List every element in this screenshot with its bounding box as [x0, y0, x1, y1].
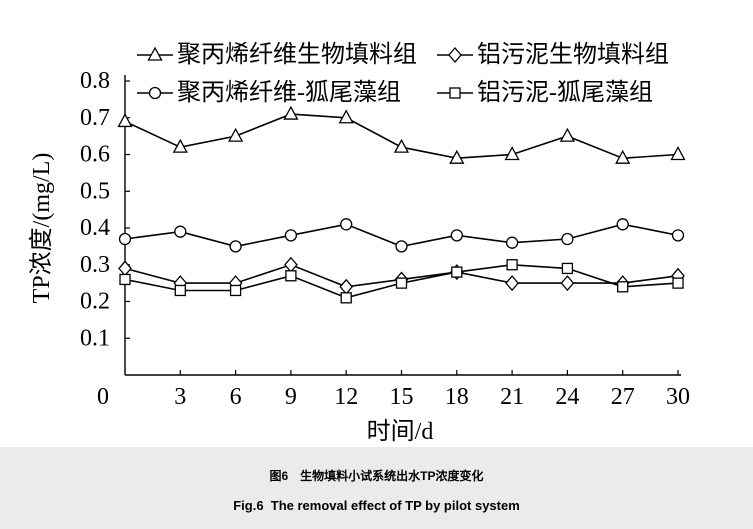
- data-point: [506, 259, 518, 271]
- data-point: [505, 275, 519, 292]
- y-tick-label: 0.6: [80, 142, 110, 168]
- legend-entry: 聚丙烯纤维生物填料组: [137, 41, 417, 68]
- caption-english: Fig.6 The removal effect of TP by pilot …: [233, 498, 520, 513]
- data-point: [395, 240, 408, 253]
- data-point: [393, 138, 410, 153]
- x-tick-label: 6: [230, 384, 242, 410]
- data-point: [284, 256, 298, 273]
- x-tick-label: 18: [445, 384, 469, 410]
- legend-marker: [449, 87, 461, 99]
- figure-caption: 图6 生物填料小试系统出水TP浓度变化 Fig.6 The removal ef…: [0, 447, 753, 529]
- x-tick-label: 24: [555, 384, 579, 410]
- data-point: [340, 218, 353, 231]
- data-point: [615, 149, 631, 164]
- legend-marker: [448, 47, 462, 63]
- legend-label: 聚丙烯纤维-狐尾藻组: [177, 79, 401, 106]
- data-point: [505, 236, 519, 249]
- data-point: [285, 270, 297, 282]
- y-tick-label: 0.1: [80, 325, 110, 351]
- x-tick-label: 15: [390, 384, 414, 410]
- data-point: [617, 281, 629, 293]
- data-point: [561, 262, 574, 275]
- y-tick-label: 0.8: [80, 68, 110, 94]
- x-tick-label: 12: [334, 384, 358, 410]
- legend-label: 聚丙烯纤维生物填料组: [177, 41, 417, 68]
- data-point: [119, 273, 131, 286]
- data-point: [284, 229, 298, 242]
- data-point: [616, 218, 629, 231]
- data-point: [340, 292, 352, 304]
- x-tick-label: 21: [500, 384, 524, 410]
- y-tick-label: 0.7: [80, 105, 110, 131]
- x-tick-label: 0: [97, 384, 109, 410]
- data-point: [559, 127, 575, 142]
- data-point: [450, 229, 463, 242]
- data-point: [339, 278, 354, 295]
- data-point: [338, 109, 354, 124]
- tp-concentration-line-chart: 0.1 0.2 0.3 0.4 0.5 0.6 0.7 0.8 0 3 6 9 12 15 18 21 24 27…: [28, 41, 690, 445]
- data-point: [449, 149, 465, 164]
- data-point: [229, 284, 242, 297]
- data-point: [117, 113, 133, 128]
- data-point: [229, 240, 242, 253]
- series-1-points: [117, 105, 686, 164]
- x-tick-label: 3: [174, 384, 186, 410]
- y-tick-label: 0.3: [80, 252, 110, 278]
- data-point: [670, 146, 686, 161]
- data-point: [504, 146, 520, 161]
- y-tick-label: 0.4: [80, 215, 110, 241]
- legend-label: 铝污泥生物填料组: [477, 41, 669, 68]
- y-axis-title: TP浓度/(mg/L): [28, 153, 55, 304]
- data-point: [174, 225, 187, 238]
- legend-entry: 铝污泥生物填料组: [437, 41, 669, 68]
- series-3-points: [118, 218, 685, 253]
- y-tick-label: 0.5: [80, 178, 110, 204]
- data-point: [671, 229, 685, 242]
- legend-entry: 铝污泥-狐尾藻组: [437, 79, 653, 106]
- data-point: [283, 105, 299, 120]
- x-tick-label: 27: [611, 384, 635, 410]
- x-axis-title: 时间/d: [367, 418, 434, 445]
- x-tick-label: 9: [285, 384, 297, 410]
- axes: 0.1 0.2 0.3 0.4 0.5 0.6 0.7 0.8 0 3 6 9 12 15 18 21 24 27…: [80, 68, 690, 410]
- data-point: [395, 277, 408, 289]
- data-point: [561, 232, 574, 246]
- data-point: [560, 275, 575, 292]
- data-point: [174, 284, 186, 297]
- data-point: [172, 138, 188, 153]
- caption-chinese: 图6 生物填料小试系统出水TP浓度变化: [269, 469, 484, 483]
- legend-marker: [147, 46, 163, 61]
- legend-marker: [148, 86, 162, 100]
- legend-label: 铝污泥-狐尾藻组: [477, 79, 653, 106]
- data-point: [118, 232, 132, 246]
- data-point: [118, 260, 132, 277]
- data-point: [672, 277, 684, 289]
- legend-entry: 聚丙烯纤维-狐尾藻组: [137, 79, 401, 106]
- x-tick-label: 30: [666, 384, 690, 410]
- data-point: [451, 266, 463, 278]
- series-markers: [117, 105, 686, 304]
- data-point: [228, 127, 244, 142]
- series-4-points: [119, 259, 684, 304]
- y-tick-label: 0.2: [80, 289, 110, 315]
